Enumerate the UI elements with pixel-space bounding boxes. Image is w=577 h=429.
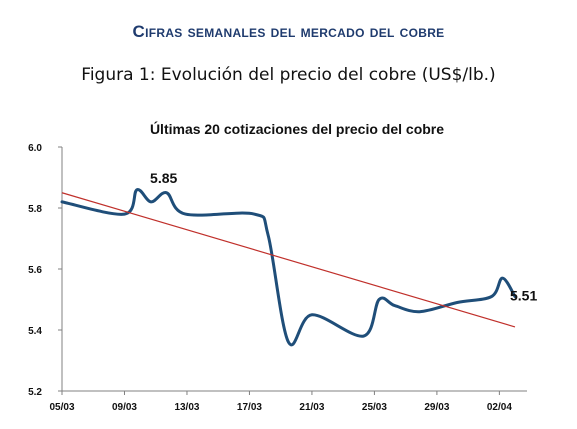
price-line-chart: Últimas 20 cotizaciones del precio del c… bbox=[28, 120, 537, 413]
x-tick-label: 17/03 bbox=[237, 402, 262, 413]
x-tick-label: 29/03 bbox=[424, 402, 449, 413]
figure-caption: Figura 1: Evolución del precio del cobre… bbox=[81, 65, 496, 85]
copper-price-series-line bbox=[60, 188, 517, 347]
chart-title: Últimas 20 cotizaciones del precio del c… bbox=[150, 120, 444, 137]
page-heading: Cifras semanales del mercado del cobre bbox=[132, 22, 445, 41]
x-tick-label: 13/03 bbox=[174, 402, 199, 413]
x-tick-label: 25/03 bbox=[362, 402, 387, 413]
y-tick-label: 6.0 bbox=[28, 143, 42, 154]
x-tick-label: 21/03 bbox=[299, 402, 324, 413]
x-tick-label: 05/03 bbox=[49, 402, 74, 413]
data-label: 5.51 bbox=[510, 287, 537, 303]
x-tick-label: 02/04 bbox=[487, 402, 512, 413]
x-axis-ticks: 05/03 09/03 13/03 17/03 21/03 25/03 29/03 02/04 bbox=[49, 391, 512, 413]
y-tick-label: 5.2 bbox=[28, 387, 42, 398]
y-tick-label: 5.4 bbox=[28, 326, 42, 337]
data-labels: 5.85 5.51 bbox=[150, 170, 537, 304]
y-axis-ticks: 6.0 5.8 5.6 5.4 5.2 bbox=[28, 143, 62, 398]
y-tick-label: 5.8 bbox=[28, 204, 42, 215]
x-tick-label: 09/03 bbox=[112, 402, 137, 413]
data-label: 5.85 bbox=[150, 170, 177, 186]
y-tick-label: 5.6 bbox=[28, 265, 42, 276]
trend-line bbox=[61, 192, 516, 328]
